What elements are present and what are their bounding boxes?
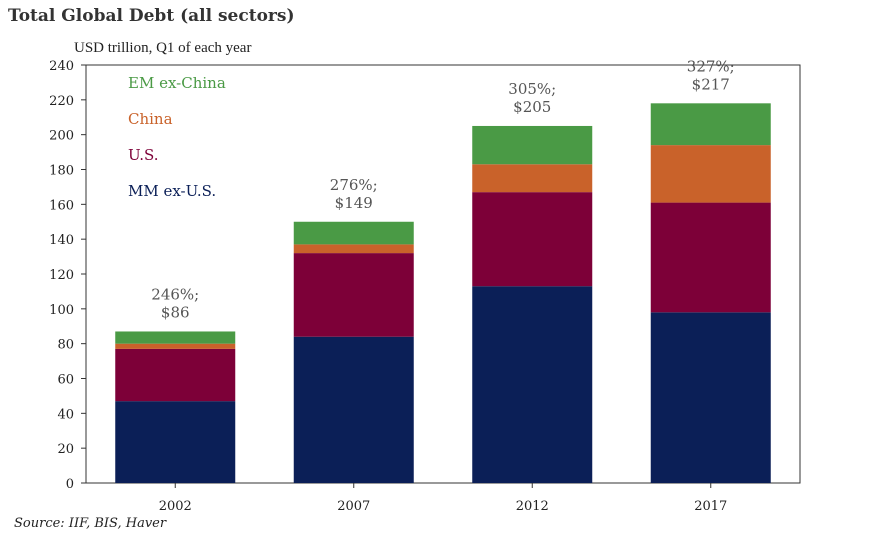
- bar-segment-mm_ex_us-2007: [293, 336, 414, 483]
- bar-segment-em_ex_china-2017: [650, 103, 771, 146]
- legend-item-china: China: [128, 110, 173, 128]
- y-tick-label: 0: [66, 477, 74, 492]
- legend-item-mm_ex_us: MM ex-U.S.: [128, 182, 216, 200]
- x-tick-label: 2017: [694, 499, 727, 514]
- bar-segment-em_ex_china-2012: [472, 125, 593, 165]
- bar-segment-china-2002: [115, 343, 236, 349]
- legend-item-em_ex_china: EM ex-China: [128, 74, 226, 92]
- x-tick-label: 2002: [159, 499, 192, 514]
- x-tick-label: 2007: [337, 499, 370, 514]
- y-tick-label: 240: [49, 59, 74, 74]
- chart-title: Total Global Debt (all sectors): [8, 6, 295, 26]
- y-tick-label: 160: [49, 198, 74, 213]
- y-tick-label: 140: [49, 233, 74, 248]
- bar-segment-china-2017: [650, 145, 771, 203]
- bar-annotation-ratio: 327%;: [687, 57, 735, 75]
- y-tick-label: 40: [57, 407, 74, 422]
- bar-segment-us-2002: [115, 348, 236, 402]
- bar-segment-mm_ex_us-2012: [472, 286, 593, 483]
- bar-segment-us-2007: [293, 253, 414, 337]
- bar-annotation-ratio: 276%;: [330, 176, 378, 194]
- bar-segment-mm_ex_us-2017: [650, 312, 771, 483]
- bar-segment-us-2012: [472, 192, 593, 287]
- y-tick-label: 80: [57, 338, 74, 353]
- y-axis-unit-label: USD trillion, Q1 of each year: [74, 40, 252, 56]
- y-tick-label: 100: [49, 303, 74, 318]
- bar-segment-china-2012: [472, 164, 593, 193]
- bar-segment-china-2007: [293, 244, 414, 254]
- legend-item-us: U.S.: [128, 146, 159, 164]
- bar-segment-em_ex_china-2002: [115, 331, 236, 344]
- y-tick-label: 180: [49, 164, 74, 179]
- source-note: Source: IIF, BIS, Haver: [14, 516, 167, 531]
- y-tick-label: 120: [49, 268, 74, 283]
- bar-annotation-ratio: 246%;: [151, 285, 199, 303]
- bar-segment-us-2017: [650, 202, 771, 313]
- bar-annotation-total: $205: [513, 98, 551, 116]
- y-tick-label: 200: [49, 129, 74, 144]
- x-tick-label: 2012: [516, 499, 549, 514]
- y-tick-label: 220: [49, 94, 74, 109]
- y-tick-label: 60: [57, 373, 74, 388]
- bar-segment-mm_ex_us-2002: [115, 401, 236, 483]
- bar-annotation-total: $217: [692, 75, 730, 93]
- bar-annotation-total: $86: [161, 303, 190, 321]
- bar-segment-em_ex_china-2007: [293, 221, 414, 245]
- bar-annotation-ratio: 305%;: [508, 80, 556, 98]
- bar-annotation-total: $149: [335, 194, 373, 212]
- y-tick-label: 20: [57, 442, 74, 457]
